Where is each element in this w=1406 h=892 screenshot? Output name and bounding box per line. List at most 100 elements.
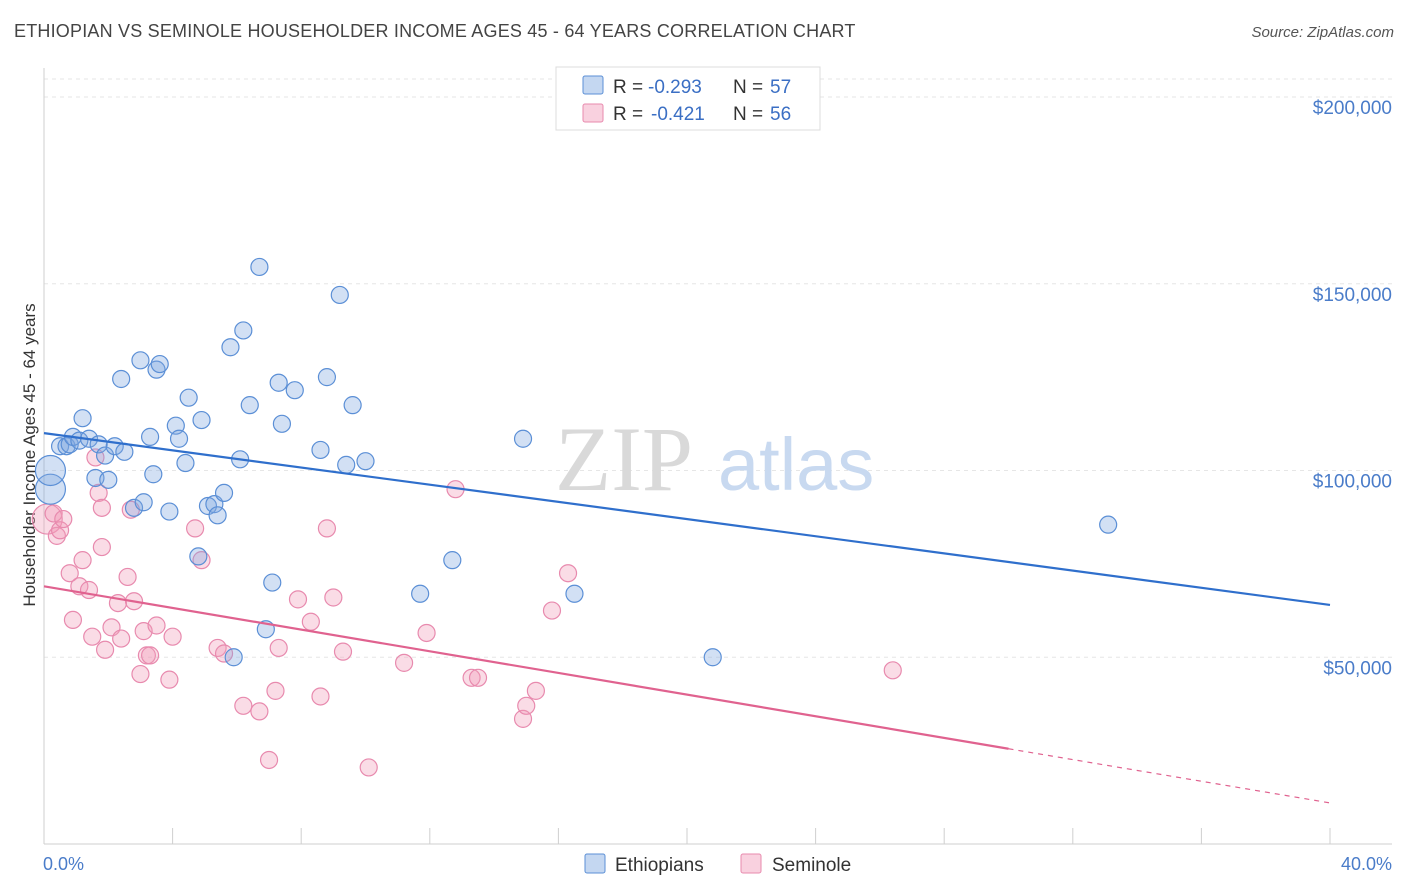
seminole-point [44, 504, 63, 523]
seminole-point [147, 616, 166, 635]
series-legend-label-seminole: Seminole [772, 855, 851, 876]
legend-n-label-ethiopians: N = [733, 77, 763, 98]
ethiopians-point [337, 455, 356, 474]
ethiopians-point [703, 648, 722, 667]
seminole-point [73, 551, 92, 570]
ethiopians-point [513, 429, 533, 448]
ethiopians-point [411, 584, 430, 603]
seminole-point [333, 642, 353, 661]
ethiopians-point [140, 427, 160, 446]
ethiopians-point [343, 396, 362, 415]
seminole-point [54, 509, 73, 529]
seminole-point [89, 483, 108, 503]
seminole-point [394, 653, 414, 672]
seminole-point [60, 564, 79, 583]
ethiopians-point [208, 506, 227, 525]
ethiopians-point [269, 373, 288, 392]
seminole-points [31, 448, 902, 777]
ethiopians-point [144, 465, 163, 484]
ethiopians-point [198, 496, 218, 516]
ethiopians-point [224, 648, 243, 667]
ethiopians-point [272, 414, 292, 433]
legend-r-value-seminole: -0.421 [651, 104, 705, 125]
y-tick-label-3: $200,000 [1313, 98, 1392, 119]
legend-r-label-ethiopians: R = [613, 77, 643, 98]
watermark: ZIP atlas [555, 408, 874, 510]
seminole-point [542, 601, 562, 620]
seminole-point [311, 687, 330, 706]
seminole-point [131, 664, 150, 684]
x-tick-labels: 0.0% 40.0% [43, 854, 1392, 874]
seminole-point [417, 623, 436, 643]
legend-swatch-ethiopians [582, 75, 604, 95]
series-legend-label-ethiopians: Ethiopians [615, 855, 704, 876]
seminole-point [234, 696, 253, 715]
ethiopians-point [34, 454, 67, 487]
seminole-point [359, 758, 378, 777]
correlation-legend: R = -0.293 N = 57 R = -0.421 N = 56 [555, 66, 821, 131]
seminole-point [266, 681, 285, 700]
ethiopians-point [234, 321, 253, 340]
ethiopians-point [263, 573, 282, 592]
ethiopians-point [115, 442, 134, 461]
series-legend: Ethiopians Seminole [584, 853, 851, 876]
series-legend-swatch-ethiopians [584, 853, 606, 874]
seminole-point [186, 519, 205, 538]
x-tick-label-min: 0.0% [43, 854, 84, 874]
ethiopians-point [311, 440, 330, 460]
seminole-point [250, 702, 269, 721]
ethiopians-point [176, 453, 195, 473]
chart-source: Source: ZipAtlas.com [1251, 24, 1394, 41]
x-tick-label-max: 40.0% [1341, 854, 1392, 874]
seminole-point [160, 670, 179, 689]
ethiopians-point [160, 502, 179, 521]
ethiopians-point [124, 498, 144, 517]
ethiopians-point [285, 381, 304, 400]
ethiopians-point [147, 360, 166, 379]
ethiopians-point [169, 429, 189, 448]
y-tick-label-0: $50,000 [1323, 658, 1392, 679]
seminole-point [269, 638, 288, 658]
ethiopians-point [34, 473, 67, 505]
ethiopians-point [317, 368, 337, 387]
seminole-point [214, 644, 234, 663]
seminole-point [526, 681, 545, 700]
seminole-point [50, 521, 70, 540]
ethiopians-point [214, 483, 234, 503]
seminole-point [468, 668, 488, 687]
y-tick-label-1: $100,000 [1313, 472, 1392, 493]
watermark-zip: ZIP [555, 408, 693, 510]
seminole-point [288, 590, 308, 609]
seminole-point [92, 537, 111, 557]
seminole-point [140, 646, 160, 665]
seminole-point [883, 661, 902, 680]
ethiopians-point [112, 369, 131, 389]
seminole-point [63, 610, 83, 630]
ethiopians-point [99, 470, 118, 489]
ethiopians-point [131, 351, 150, 370]
ethiopians-points [34, 257, 1118, 667]
y-tick-label-2: $150,000 [1313, 285, 1392, 306]
ethiopians-point [73, 409, 92, 428]
legend-n-label-seminole: N = [733, 104, 763, 125]
seminole-point [112, 629, 131, 648]
trend-lines [43, 432, 1331, 804]
seminole-point [163, 627, 182, 646]
seminole-point [462, 668, 481, 687]
seminole-point [558, 564, 578, 583]
seminole-point [317, 519, 337, 538]
seminole-trend-line [43, 585, 1009, 750]
seminole-point [118, 567, 137, 587]
ethiopians-point [150, 354, 169, 374]
y-tick-labels: $50,000 $100,000 $150,000 $200,000 [1313, 98, 1392, 679]
ethiopians-point [189, 547, 208, 566]
legend-r-label-seminole: R = [613, 104, 643, 125]
seminole-trend-line-extension [1008, 748, 1331, 804]
seminole-point [324, 588, 343, 607]
ethiopians-point [330, 285, 349, 305]
ethiopians-point [95, 446, 115, 465]
ethiopians-point [443, 551, 462, 570]
legend-box [555, 66, 821, 131]
seminole-point [92, 498, 111, 517]
ethiopians-point [1099, 515, 1118, 534]
